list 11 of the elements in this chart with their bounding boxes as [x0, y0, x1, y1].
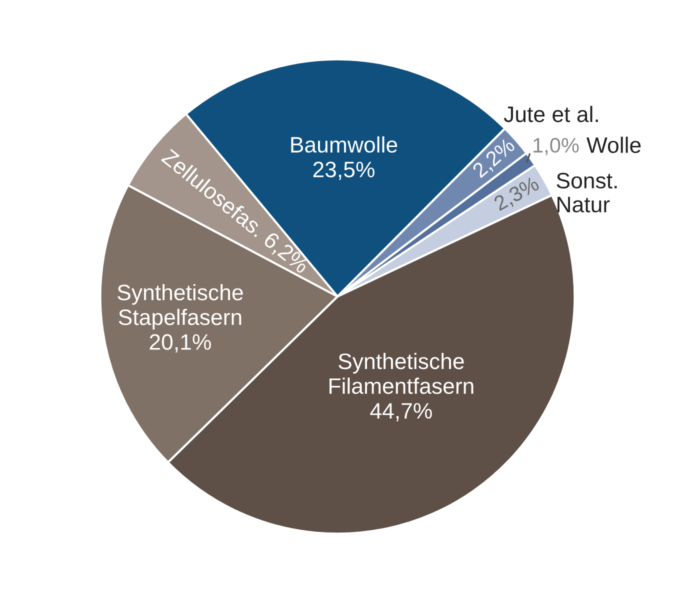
data-label: 2,3%	[492, 176, 542, 214]
slice-label: Synthetische Stapelfasern	[118, 284, 243, 330]
slice-label: Jute et al.	[504, 106, 598, 122]
data-label: 20,1%	[150, 334, 211, 352]
slice-label: Wolle	[586, 136, 641, 154]
slice-label: Synthetische Filamentfasern	[330, 352, 474, 394]
data-label: 23,5%	[313, 162, 374, 180]
data-label: 1,0%	[534, 138, 579, 156]
slice-label: Baumwolle	[291, 136, 398, 153]
data-label: 44,7%	[370, 403, 432, 422]
slice-label: Sonst. Natur	[556, 172, 617, 212]
